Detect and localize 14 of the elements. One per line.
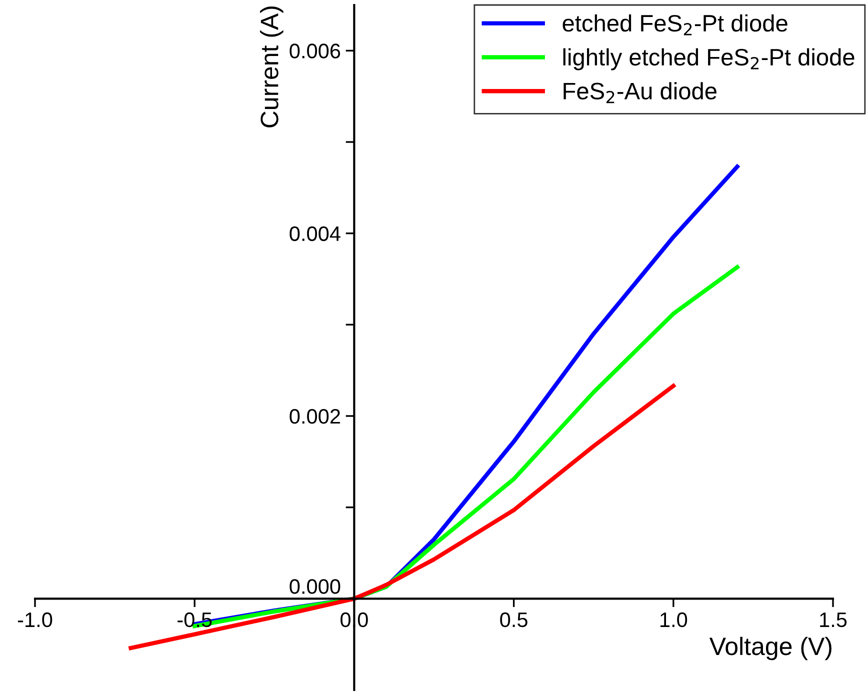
legend-label: lightly etched FeS$_{2}$-Pt diode: [563, 48, 854, 70]
x-tick-label: 1.5: [820, 612, 847, 628]
legend-label: etched FeS$_{2}$-Pt diode: [562, 14, 788, 36]
y-tick-label: 0.004: [290, 226, 340, 242]
x-tick-label: 1.0: [660, 612, 688, 628]
y-tick-label: 0.006: [290, 44, 340, 58]
x-tick-label: 0.5: [500, 612, 528, 628]
y-tick-label: 0.002: [290, 409, 340, 424]
y-tick-label: 0.000: [290, 579, 340, 594]
legend-label: FeS$_{2}$-Au diode: [564, 82, 716, 104]
x-tick-label: -0.5: [178, 612, 212, 628]
x-axis-title: Voltage (V): [709, 636, 832, 660]
x-tick-label: -1.0: [18, 612, 52, 628]
y-axis-title: Current (A): [260, 6, 284, 128]
